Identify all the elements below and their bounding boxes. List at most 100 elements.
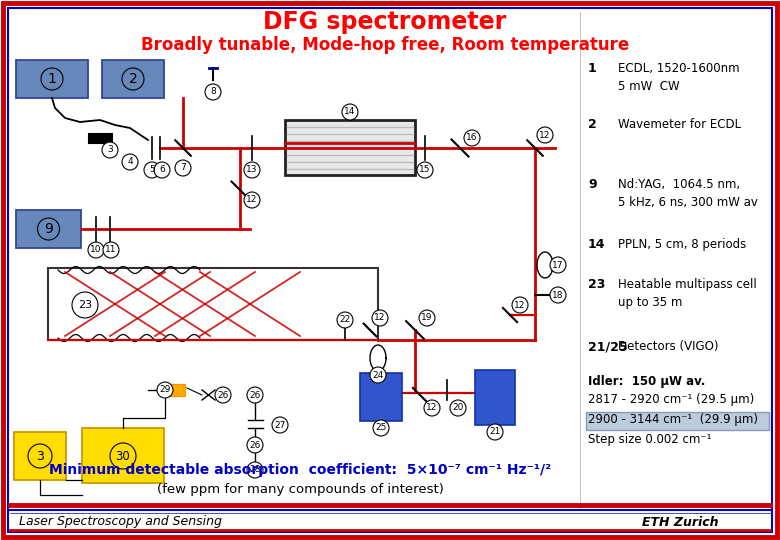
Text: 6: 6 — [159, 165, 165, 174]
Text: 3: 3 — [36, 449, 44, 462]
Circle shape — [157, 382, 173, 398]
FancyBboxPatch shape — [16, 210, 81, 248]
Text: 8: 8 — [210, 87, 216, 97]
Text: Laser Spectroscopy and Sensing: Laser Spectroscopy and Sensing — [19, 516, 222, 529]
Circle shape — [205, 84, 221, 100]
Circle shape — [424, 400, 440, 416]
Text: DFG spectrometer: DFG spectrometer — [264, 10, 507, 34]
Text: Broadly tunable, Mode-hop free, Room temperature: Broadly tunable, Mode-hop free, Room tem… — [141, 36, 629, 54]
Text: 2817 - 2920 cm⁻¹ (29.5 μm): 2817 - 2920 cm⁻¹ (29.5 μm) — [588, 393, 754, 406]
FancyBboxPatch shape — [475, 370, 515, 425]
Text: 12: 12 — [374, 314, 385, 322]
Text: (few ppm for many compounds of interest): (few ppm for many compounds of interest) — [157, 483, 444, 496]
FancyBboxPatch shape — [285, 120, 415, 175]
Circle shape — [247, 437, 263, 453]
Circle shape — [41, 68, 63, 90]
Circle shape — [72, 292, 98, 318]
Circle shape — [244, 162, 260, 178]
Text: 22: 22 — [339, 315, 351, 325]
Text: 12: 12 — [514, 300, 526, 309]
Circle shape — [417, 162, 433, 178]
FancyBboxPatch shape — [586, 412, 769, 430]
Circle shape — [450, 400, 466, 416]
Circle shape — [419, 310, 435, 326]
FancyBboxPatch shape — [102, 60, 164, 98]
Circle shape — [244, 192, 260, 208]
Circle shape — [537, 127, 553, 143]
Text: 25: 25 — [375, 423, 387, 433]
Text: 26: 26 — [250, 390, 261, 400]
Circle shape — [512, 297, 528, 313]
Text: 5: 5 — [149, 165, 155, 174]
Text: 18: 18 — [552, 291, 564, 300]
Text: PPLN, 5 cm, 8 periods: PPLN, 5 cm, 8 periods — [618, 238, 746, 251]
Text: 23: 23 — [78, 300, 92, 310]
Circle shape — [37, 218, 59, 240]
Circle shape — [272, 417, 288, 433]
Text: 14: 14 — [588, 238, 605, 251]
Text: Wavemeter for ECDL: Wavemeter for ECDL — [618, 118, 741, 131]
FancyBboxPatch shape — [48, 268, 378, 340]
Text: 9: 9 — [588, 178, 597, 191]
Text: 1: 1 — [48, 72, 56, 86]
Text: 12: 12 — [539, 131, 551, 139]
Circle shape — [102, 142, 118, 158]
Text: 21: 21 — [489, 428, 501, 436]
Text: 30: 30 — [115, 449, 130, 462]
Text: 29: 29 — [159, 386, 171, 395]
Text: Minimum detectable absorption  coefficient:  5×10⁻⁷ cm⁻¹ Hz⁻¹/²: Minimum detectable absorption coefficien… — [49, 463, 551, 477]
Text: 17: 17 — [552, 260, 564, 269]
Text: 11: 11 — [105, 246, 117, 254]
Text: 24: 24 — [372, 370, 384, 380]
Circle shape — [144, 162, 160, 178]
FancyBboxPatch shape — [360, 373, 402, 421]
Text: 2: 2 — [129, 72, 137, 86]
Text: 12: 12 — [427, 403, 438, 413]
Text: 2900 - 3144 cm⁻¹  (29.9 μm): 2900 - 3144 cm⁻¹ (29.9 μm) — [588, 413, 758, 426]
Circle shape — [28, 444, 52, 468]
Text: ETH Zurich: ETH Zurich — [642, 516, 718, 529]
Text: Idler:  150 μW av.: Idler: 150 μW av. — [588, 375, 705, 388]
Text: 21/25: 21/25 — [588, 340, 628, 353]
Circle shape — [88, 242, 104, 258]
Text: 26: 26 — [250, 441, 261, 449]
Text: 9: 9 — [44, 222, 53, 236]
FancyBboxPatch shape — [170, 384, 185, 396]
Text: 15: 15 — [420, 165, 431, 174]
Text: Heatable multipass cell
up to 35 m: Heatable multipass cell up to 35 m — [618, 278, 757, 309]
Circle shape — [122, 154, 138, 170]
Circle shape — [337, 312, 353, 328]
Circle shape — [110, 443, 136, 469]
Circle shape — [373, 420, 389, 436]
Text: Detectors (VIGO): Detectors (VIGO) — [618, 340, 718, 353]
Circle shape — [103, 242, 119, 258]
Text: 16: 16 — [466, 133, 477, 143]
Text: 3: 3 — [107, 145, 113, 154]
Circle shape — [370, 367, 386, 383]
Text: 12: 12 — [246, 195, 257, 205]
Circle shape — [247, 387, 263, 403]
Text: 23: 23 — [588, 278, 605, 291]
FancyBboxPatch shape — [3, 3, 777, 537]
FancyBboxPatch shape — [16, 60, 88, 98]
Circle shape — [487, 424, 503, 440]
Circle shape — [175, 160, 191, 176]
Circle shape — [215, 387, 231, 403]
Circle shape — [122, 68, 144, 90]
Circle shape — [550, 287, 566, 303]
Circle shape — [372, 310, 388, 326]
Text: 10: 10 — [90, 246, 101, 254]
FancyBboxPatch shape — [14, 432, 66, 480]
Text: 7: 7 — [180, 164, 186, 172]
Text: 13: 13 — [246, 165, 257, 174]
Circle shape — [464, 130, 480, 146]
Text: 1: 1 — [588, 62, 597, 75]
Circle shape — [550, 257, 566, 273]
Text: ECDL, 1520-1600nm
5 mW  CW: ECDL, 1520-1600nm 5 mW CW — [618, 62, 739, 93]
Text: 20: 20 — [452, 403, 463, 413]
Text: 14: 14 — [344, 107, 356, 117]
FancyBboxPatch shape — [82, 428, 164, 483]
Text: 26: 26 — [218, 390, 229, 400]
Circle shape — [154, 162, 170, 178]
Text: 19: 19 — [421, 314, 433, 322]
